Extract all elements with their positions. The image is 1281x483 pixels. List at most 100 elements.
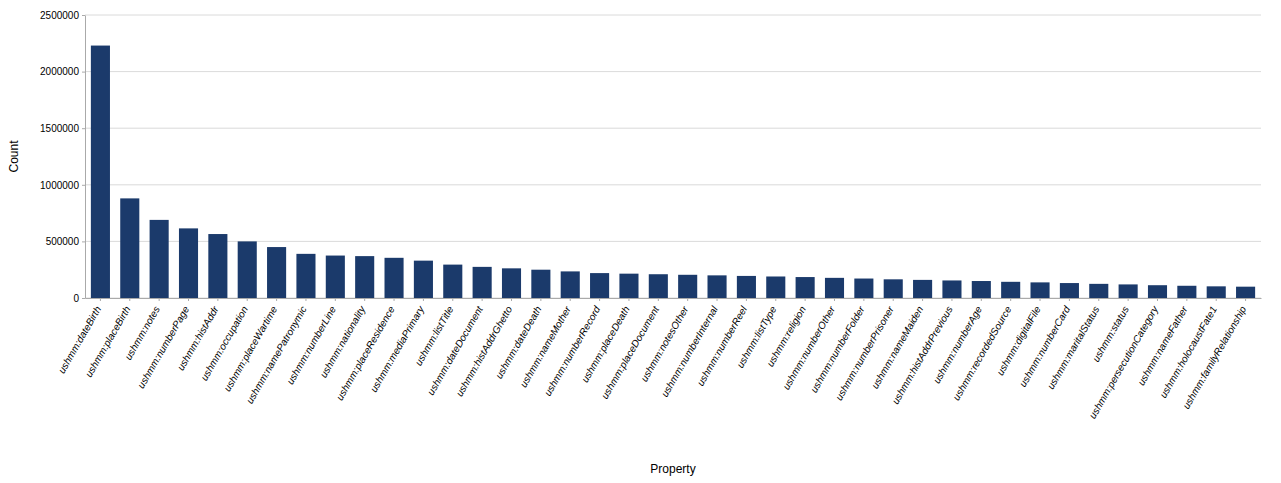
x-tick-label: ushmm:familyRelationship [1180, 304, 1248, 411]
x-tick-label: ushmm:dateDocument [425, 303, 485, 397]
bar [590, 273, 609, 298]
y-tick: 500000 [46, 236, 85, 247]
y-tick-mark [82, 241, 85, 242]
bar [972, 281, 991, 298]
x-tick: ushmm:numberPrisoner [833, 298, 896, 402]
x-tick-mark [951, 298, 952, 301]
grid-line [85, 128, 1261, 129]
x-tick-mark [1040, 298, 1041, 301]
bar [678, 275, 697, 298]
y-tick-mark [82, 185, 85, 186]
x-tick: ushmm:numberPage [135, 298, 191, 390]
x-tick-mark [658, 298, 659, 301]
grid-line [85, 15, 1261, 16]
x-tick: ushmm:numberReel [695, 298, 750, 388]
y-axis-title: Count [7, 140, 21, 173]
y-tick: 2000000 [40, 66, 85, 77]
x-tick-label: ushmm:mediaPrimary [368, 303, 427, 394]
x-tick-mark [805, 298, 806, 301]
bar [796, 277, 815, 298]
bar [1030, 282, 1049, 298]
x-tick-mark [717, 298, 718, 301]
bar [326, 256, 345, 298]
x-tick-mark [893, 298, 894, 301]
y-axis: 0 500000 1000000 1500000 2000000 2500000 [40, 10, 85, 304]
bar [179, 228, 198, 298]
bar [708, 275, 727, 298]
bar [120, 198, 139, 298]
x-tick-mark [1128, 298, 1129, 301]
x-tick-label: ushmm:nameMother [518, 304, 574, 389]
x-tick-mark [1245, 298, 1246, 301]
x-tick-mark [1186, 298, 1187, 301]
bar [825, 278, 844, 298]
y-tick: 2500000 [40, 10, 85, 21]
y-tick: 1500000 [40, 123, 85, 134]
x-tick: ushmm:numberCard [1017, 298, 1072, 389]
grid-line [85, 184, 1261, 185]
x-tick-mark [217, 298, 218, 301]
bars [91, 46, 1255, 298]
x-tick-label: ushmm:nameMaiden [869, 304, 925, 391]
x-tick: ushmm:maritalStatus [1045, 298, 1101, 391]
x-tick-mark [628, 298, 629, 301]
bar [531, 270, 550, 298]
x-tick-mark [1157, 298, 1158, 301]
x-tick-label: ushmm:numberOther [780, 304, 837, 392]
y-tick: 1000000 [40, 180, 85, 191]
bar [473, 267, 492, 298]
x-tick-mark [159, 298, 160, 301]
bar [238, 241, 257, 298]
x-tick-mark [599, 298, 600, 301]
x-tick-mark [775, 298, 776, 301]
x-tick: ushmm:placeBirth [83, 298, 133, 379]
bar [296, 254, 315, 298]
x-tick-mark [394, 298, 395, 301]
x-tick: ushmm:histAddrPrevious [890, 298, 955, 406]
x-tick-label: ushmm:histAddrGhetto [454, 304, 515, 398]
x-tick-mark [1010, 298, 1011, 301]
x-tick-label: ushmm:numberRecord [542, 304, 603, 398]
y-tick-label: 2000000 [40, 66, 79, 77]
bar [619, 274, 638, 298]
x-tick: ushmm:mediaPrimary [368, 298, 427, 394]
y-tick-mark [82, 298, 85, 299]
bar [942, 280, 961, 298]
x-tick-mark [687, 298, 688, 301]
x-tick-mark [834, 298, 835, 301]
x-tick-label: ushmm:numberInternal [659, 304, 720, 399]
x-tick-mark [746, 298, 747, 301]
y-tick-label: 0 [73, 293, 79, 304]
x-tick-label: ushmm:numberReel [695, 304, 750, 388]
x-tick-mark [305, 298, 306, 301]
x-tick-mark [129, 298, 130, 301]
y-axis-line [85, 16, 86, 299]
x-tick: ushmm:familyRelationship [1180, 298, 1248, 411]
x-tick: ushmm:placeResidence [334, 298, 397, 402]
x-tick: ushmm:numberInternal [659, 298, 720, 399]
x-tick: ushmm:numberRecord [542, 298, 603, 398]
x-tick: ushmm:nameMother [518, 298, 574, 389]
grid [85, 15, 1261, 298]
x-tick-mark [981, 298, 982, 301]
x-tick-label: ushmm:placeBirth [83, 304, 133, 379]
x-tick-mark [540, 298, 541, 301]
y-tick-label: 500000 [46, 236, 80, 247]
bar [561, 271, 580, 298]
x-tick: ushmm:recordedSource [951, 298, 1014, 402]
bar [1060, 283, 1079, 298]
x-tick-mark [188, 298, 189, 301]
x-axis-line [86, 298, 1262, 299]
bar [884, 279, 903, 298]
x-tick-label: ushmm:numberPage [135, 304, 191, 390]
x-tick: ushmm:placeWartime [222, 298, 280, 393]
x-tick: ushmm:namePatronymic [244, 298, 309, 406]
bar [443, 265, 462, 298]
x-tick-label: ushmm:holocaustFate1 [1157, 304, 1219, 400]
x-tick-mark [335, 298, 336, 301]
y-tick-mark [82, 72, 85, 73]
x-tick-mark [1216, 298, 1217, 301]
bar [1148, 285, 1167, 298]
grid-line [85, 71, 1261, 72]
bar [355, 256, 374, 298]
